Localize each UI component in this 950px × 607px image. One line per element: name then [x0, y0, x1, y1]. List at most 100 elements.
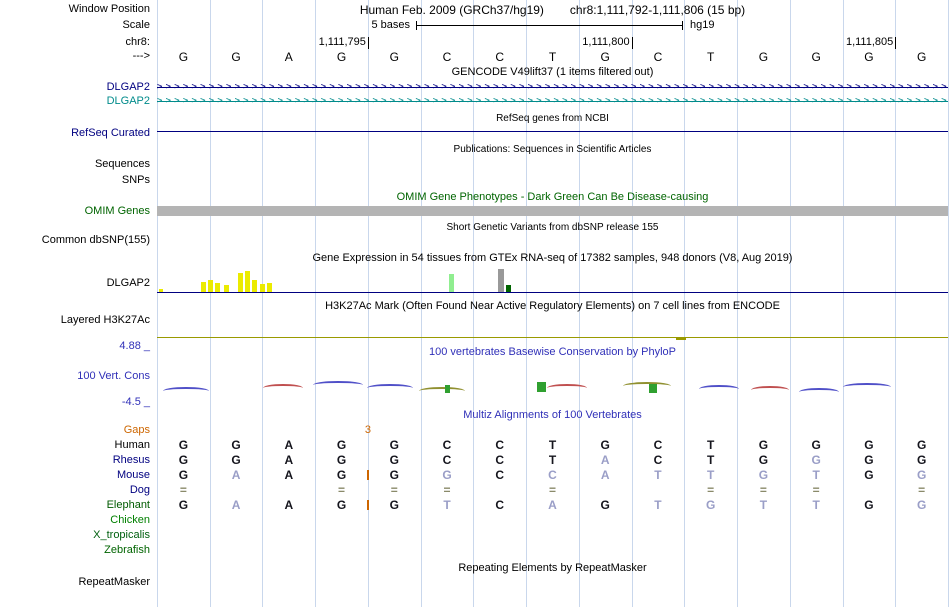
alignment-base: G: [916, 468, 927, 482]
alignment-base: =: [812, 483, 820, 497]
snps-track-row[interactable]: SNPs: [0, 174, 950, 187]
scale-value: 5 bases: [371, 19, 410, 31]
omim-genes-label[interactable]: OMIM Genes: [84, 205, 150, 217]
alignment-base: =: [548, 483, 556, 497]
alignment-row-mouse[interactable]: Mouse G A A G G G C C A T T G T G G: [0, 468, 950, 483]
alignment-base: G: [811, 438, 821, 452]
alignment-row-chicken[interactable]: Chicken: [0, 513, 950, 528]
gene-label[interactable]: DLGAP2: [106, 81, 150, 93]
window-position-row: Window Position Human Feb. 2009 (GRCh37/…: [0, 3, 950, 17]
phylop-track-label[interactable]: 100 Vert. Cons: [77, 370, 150, 382]
base-letter: T: [548, 50, 557, 64]
gtex-expression-bar[interactable]: [215, 283, 220, 293]
species-label[interactable]: Chicken: [110, 514, 150, 526]
gtex-expression-bar[interactable]: [506, 285, 511, 293]
refseq-curated-row[interactable]: RefSeq Curated: [0, 127, 950, 140]
alignment-base: C: [495, 453, 505, 467]
alignment-base: G: [758, 468, 769, 482]
gtex-expression-bar[interactable]: [208, 280, 213, 293]
gtex-expression-bar[interactable]: [245, 271, 250, 293]
grid-line: [842, 0, 844, 607]
phylop-track-row[interactable]: 100 Vert. Cons: [0, 370, 950, 383]
phylop-wiggle[interactable]: [0, 375, 950, 400]
alignment-base: T: [654, 498, 662, 512]
repeatmasker-row[interactable]: RepeatMasker: [0, 576, 950, 589]
gtex-expression-bar[interactable]: [224, 285, 229, 293]
publications-header: Publications: Sequences in Scientific Ar…: [453, 144, 652, 155]
alignment-base: G: [178, 438, 189, 452]
phylop-min-label: -4.5 _: [121, 396, 150, 408]
dbsnp-label[interactable]: Common dbSNP(155): [41, 234, 150, 246]
phylop-mark: [699, 385, 739, 389]
gtex-expression-bar[interactable]: [267, 283, 272, 293]
species-label[interactable]: X_tropicalis: [93, 529, 150, 541]
alignment-row-zebrafish[interactable]: Zebrafish: [0, 543, 950, 558]
alignment-base: T: [759, 498, 768, 512]
h3k27ac-label[interactable]: Layered H3K27Ac: [60, 314, 150, 326]
sequence-row: ---> G G A G G C C T G C T G G G G: [0, 50, 950, 64]
alignment-base: G: [231, 453, 241, 467]
gtex-expression-chart[interactable]: [0, 268, 950, 293]
gtex-expression-bar[interactable]: [238, 273, 243, 293]
gene-structure-line[interactable]: >>>>>>>>>>>>>>>>>>>>>>>>>>>>>>>>>>>>>>>>…: [157, 95, 948, 107]
alignment-base: T: [548, 453, 557, 467]
gencode-gene-dlgap2-1[interactable]: DLGAP2 >>>>>>>>>>>>>>>>>>>>>>>>>>>>>>>>>…: [0, 81, 950, 93]
alignment-row-x_tropicalis[interactable]: X_tropicalis: [0, 528, 950, 543]
refseq-curated-label[interactable]: RefSeq Curated: [71, 127, 150, 139]
gene-label[interactable]: DLGAP2: [106, 95, 150, 107]
gtex-expression-bar[interactable]: [201, 282, 206, 293]
gtex-expression-bar[interactable]: [449, 274, 454, 293]
alignment-base: C: [653, 438, 663, 452]
gap-count: 3: [364, 424, 371, 436]
species-label[interactable]: Dog: [129, 484, 150, 496]
gaps-label[interactable]: Gaps: [123, 424, 150, 436]
alignment-row-dog[interactable]: Dog = = = = = = = = =: [0, 483, 950, 498]
gtex-gene-label[interactable]: DLGAP2: [106, 277, 150, 289]
species-label[interactable]: Human: [114, 439, 150, 451]
phylop-mark: [419, 387, 465, 391]
gtex-expression-bar[interactable]: [252, 280, 257, 293]
gtex-expression-bar[interactable]: [498, 269, 504, 293]
gencode-gene-dlgap2-2[interactable]: DLGAP2 >>>>>>>>>>>>>>>>>>>>>>>>>>>>>>>>>…: [0, 95, 950, 107]
gene-structure-line[interactable]: >>>>>>>>>>>>>>>>>>>>>>>>>>>>>>>>>>>>>>>>…: [157, 81, 948, 93]
grid-line: [895, 0, 897, 607]
sequences-track-row[interactable]: Sequences: [0, 158, 950, 171]
alignment-base: =: [918, 483, 926, 497]
dbsnp-row[interactable]: Common dbSNP(155): [0, 234, 950, 247]
grid-line: [631, 0, 633, 607]
alignment-row-human[interactable]: Human G G A G G C C T G C T G G G G: [0, 438, 950, 453]
alignment-base: T: [812, 498, 820, 512]
repeatmasker-label[interactable]: RepeatMasker: [78, 576, 150, 588]
alignment-base: T: [812, 468, 820, 482]
alignment-row-rhesus[interactable]: Rhesus G G A G G C C T A C T G G G G: [0, 453, 950, 468]
alignment-base: =: [707, 483, 715, 497]
multiz-gaps-row[interactable]: Gaps 3: [0, 424, 950, 437]
base-letter: G: [864, 50, 874, 64]
omim-row[interactable]: OMIM Genes: [0, 205, 950, 218]
snps-label[interactable]: SNPs: [121, 174, 150, 186]
alignment-base: G: [864, 498, 874, 512]
alignment-row-elephant[interactable]: Elephant G A A G G T C A G T G T T G G: [0, 498, 950, 513]
dbsnp-header: Short Genetic Variants from dbSNP releas…: [446, 222, 659, 233]
refseq-gene-line[interactable]: [157, 131, 948, 132]
alignment-base: G: [389, 438, 399, 452]
gtex-row[interactable]: DLGAP2: [0, 277, 950, 290]
alignment-base: G: [600, 438, 610, 452]
gtex-expression-bar[interactable]: [159, 289, 163, 293]
alignment-base: C: [495, 438, 505, 452]
phylop-min-row: -4.5 _: [0, 396, 950, 409]
species-label[interactable]: Zebrafish: [104, 544, 150, 556]
gtex-expression-bar[interactable]: [260, 284, 265, 293]
alignment-base: G: [758, 438, 769, 452]
base-letter: G: [758, 50, 769, 64]
sequences-label[interactable]: Sequences: [94, 158, 150, 170]
species-label[interactable]: Mouse: [116, 469, 150, 481]
species-label[interactable]: Rhesus: [112, 454, 150, 466]
omim-gene-bar[interactable]: [157, 206, 948, 216]
phylop-mark: [843, 383, 891, 387]
h3k27ac-row[interactable]: Layered H3K27Ac: [0, 314, 950, 327]
chromosome-ruler[interactable]: chr8: 1,111,795 1,111,800 1,111,805: [0, 36, 950, 49]
alignment-base: T: [707, 438, 715, 452]
species-label[interactable]: Elephant: [106, 499, 150, 511]
